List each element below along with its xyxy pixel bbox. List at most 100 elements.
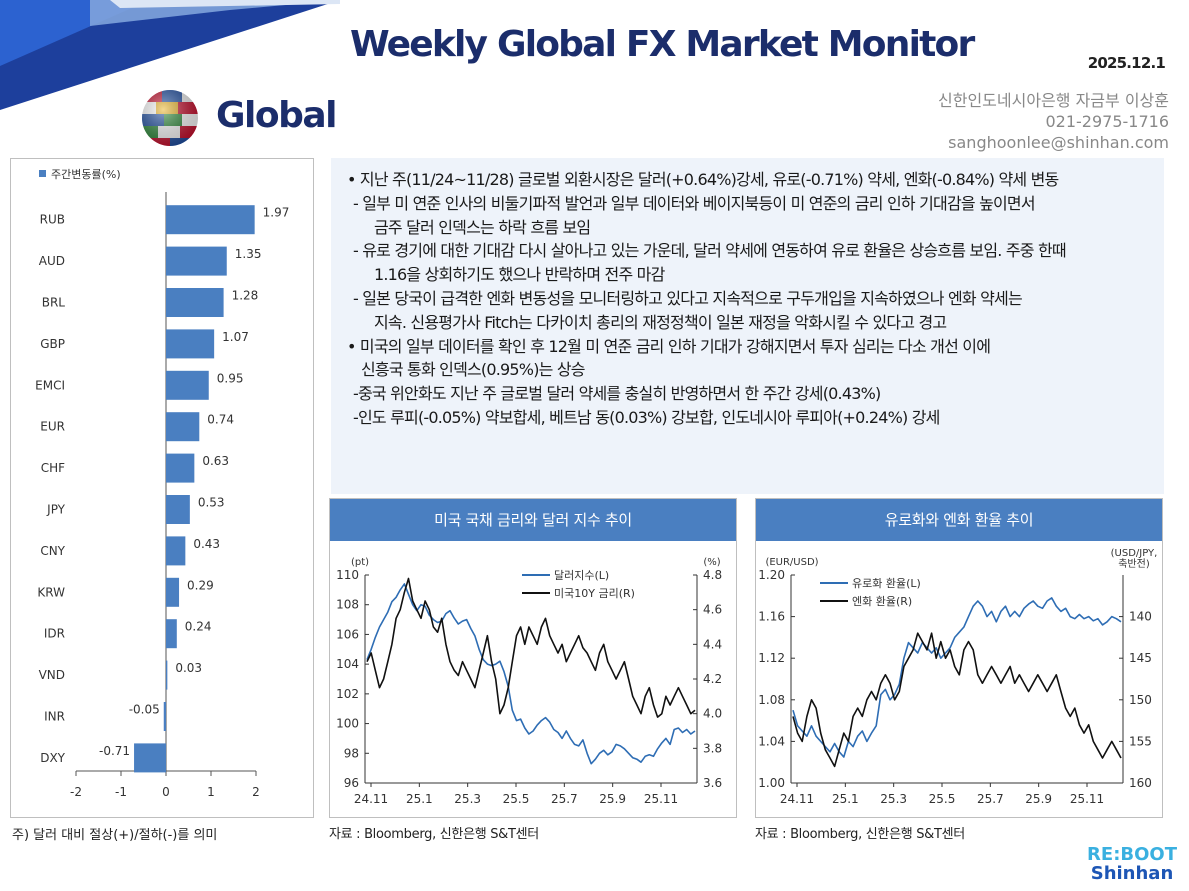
bar-category-label: EUR	[40, 420, 65, 434]
legend-swatch	[39, 170, 46, 177]
contact-line: 021-2975-1716	[1045, 112, 1169, 131]
y-right-tick-label: 155	[1129, 734, 1152, 748]
commentary-line: - 일본 당국이 급격한 엔화 변동성을 모니터링하고 있다고 지속적으로 구두…	[353, 288, 1023, 308]
bar-category-label: JPY	[46, 503, 66, 517]
x-tick-label: -2	[70, 785, 82, 799]
bar-value-label: 1.97	[263, 206, 290, 220]
bar	[166, 453, 195, 483]
y-right-unit: 축반전)	[1118, 558, 1150, 570]
ust-dxy-line-chart: (pt) (%) 96 98 100 102 104 106 108 110 3.6 3.8 4.0 4.…	[336, 557, 722, 806]
y-right-tick-label: 4.8	[703, 568, 722, 582]
y-right-tick-label: 4.0	[703, 707, 722, 721]
commentary-line: - 일부 미 연준 인사의 비둘기파적 발언과 일부 데이터와 베이지북등이 미…	[353, 193, 1036, 213]
commentary-line: - 유로 경기에 대한 기대감 다시 살아나고 있는 가운데, 달러 약세에 연…	[353, 241, 1067, 261]
y-right-tick-label: 160	[1129, 776, 1152, 790]
y-left-tick-label: 104	[336, 657, 359, 671]
commentary-line: 금주 달러 인덱스는 하락 흐름 보임	[374, 217, 591, 237]
y-right-tick-label: 4.2	[703, 672, 722, 686]
x-tick-label: 25.11	[1070, 792, 1104, 806]
x-tick-label: 25.3	[454, 792, 481, 806]
brand-logo-top: RE:BOOT	[1087, 844, 1177, 865]
x-tick-label: 25.1	[406, 792, 433, 806]
bar-value-label: 0.43	[193, 537, 220, 551]
y-left-tick-label: 1.00	[758, 776, 785, 790]
panel-title: 미국 국채 금리와 달러 지수 추이	[330, 499, 736, 541]
section-title: Global	[216, 95, 338, 136]
legend-label: 미국10Y 금리(R)	[554, 587, 635, 600]
x-tick-label: 25.3	[880, 792, 907, 806]
bar	[166, 495, 190, 524]
x-tick-label: 25.7	[977, 792, 1004, 806]
y-right-tick-label: 140	[1129, 610, 1152, 624]
bar	[166, 205, 255, 235]
y-right-unit: (USD/JPY,	[1111, 548, 1158, 559]
bar	[166, 536, 186, 566]
x-tick-label: 25.9	[599, 792, 626, 806]
x-tick-label: 24.11	[354, 792, 388, 806]
commentary-line: 지속. 신용평가사 Fitch는 다카이치 총리의 재정정책이 일본 재정을 악…	[374, 312, 947, 332]
y-right-tick-label: 4.4	[703, 637, 722, 651]
y-right-tick-label: 150	[1129, 693, 1152, 707]
x-tick-label: 25.9	[1025, 792, 1052, 806]
bar-value-label: 0.74	[207, 413, 234, 427]
y-left-tick-label: 96	[344, 776, 359, 790]
y-right-tick-label: 145	[1129, 651, 1152, 665]
bar-category-label: EMCI	[35, 378, 65, 392]
weekly-change-bar-chart: 주간변동률(%) -2 -1 0 1 2 RUB 1.97 AUD 1.35 BRL 1.28 GBP 1…	[10, 158, 314, 818]
x-tick-label: 2	[252, 785, 260, 799]
report-date: 2025.12.1	[1087, 54, 1166, 72]
bar-value-label: -0.71	[99, 744, 130, 758]
y-left-tick-label: 98	[344, 746, 359, 760]
bar-value-label: 1.07	[222, 330, 249, 344]
legend-label: 달러지수(L)	[554, 569, 609, 582]
bar-category-label: DXY	[40, 751, 65, 765]
bar-value-label: 1.35	[235, 247, 262, 261]
x-tick-label: 25.5	[929, 792, 956, 806]
header-decoration	[0, 0, 340, 110]
bar-category-label: RUB	[40, 213, 65, 227]
y-left-tick-label: 1.12	[758, 651, 785, 665]
panel-title: 유로화와 엔화 환율 추이	[756, 499, 1162, 541]
bar-value-label: 0.24	[185, 620, 212, 634]
y-left-tick-label: 110	[336, 568, 359, 582]
bar-category-label: CHF	[41, 461, 65, 475]
commentary-line: -중국 위안화도 지난 주 글로벌 달러 약세를 충실히 반영하면서 한 주간 …	[353, 384, 881, 404]
legend-label: 엔화 환율(R)	[852, 595, 912, 608]
contact-info: 신한인도네시아은행 자금부 이상훈 021-2975-1716 sanghoon…	[938, 90, 1169, 153]
bar-category-label: BRL	[42, 296, 66, 310]
bar-value-label: 0.53	[198, 496, 225, 510]
bar	[166, 288, 224, 317]
commentary-line: -인도 루피(-0.05%) 약보합세, 베트남 동(0.03%) 강보합, 인…	[353, 407, 940, 427]
y-left-tick-label: 100	[336, 717, 359, 731]
market-commentary: • 지난 주(11/24~11/28) 글로벌 외환시장은 달러(+0.64%)…	[331, 158, 1164, 494]
commentary-line: • 지난 주(11/24~11/28) 글로벌 외환시장은 달러(+0.64%)…	[347, 170, 1059, 189]
bar-category-label: KRW	[37, 585, 65, 599]
eur-jpy-line-chart: (EUR/USD) (USD/JPY,축반전) 1.00 1.04 1.08 1.12 1.…	[758, 548, 1158, 806]
y-left-tick-label: 102	[336, 687, 359, 701]
globe-icon	[142, 90, 198, 146]
legend-label: 유로화 환율(L)	[852, 577, 921, 590]
bar-value-label: 0.03	[175, 661, 202, 675]
bar-category-label: IDR	[44, 627, 65, 641]
y-left-tick-label: 106	[336, 627, 359, 641]
x-tick-label: 25.11	[644, 792, 678, 806]
bar	[166, 412, 200, 442]
y-right-unit: (%)	[703, 557, 720, 568]
source-note: 자료 : Bloomberg, 신한은행 S&T센터	[329, 827, 539, 842]
series-line	[792, 632, 1122, 768]
y-right-tick-label: 3.8	[703, 741, 722, 755]
bar	[166, 619, 177, 649]
bar	[166, 577, 180, 607]
bar	[134, 743, 166, 773]
x-tick-label: 25.1	[832, 792, 859, 806]
bar-chart-note: 주) 달러 대비 절상(+)/절하(-)를 의미	[12, 828, 218, 843]
bar-value-label: -0.05	[129, 703, 160, 717]
bar	[166, 329, 215, 359]
y-left-tick-label: 1.08	[758, 693, 785, 707]
legend-label: 주간변동률(%)	[51, 168, 121, 181]
commentary-line: 신흥국 통화 인덱스(0.95%)는 상승	[361, 360, 586, 380]
bar-category-label: CNY	[40, 544, 65, 558]
contact-line: 신한인도네시아은행 자금부 이상훈	[938, 91, 1169, 110]
y-left-tick-label: 1.16	[758, 610, 785, 624]
y-left-tick-label: 1.04	[758, 734, 785, 748]
